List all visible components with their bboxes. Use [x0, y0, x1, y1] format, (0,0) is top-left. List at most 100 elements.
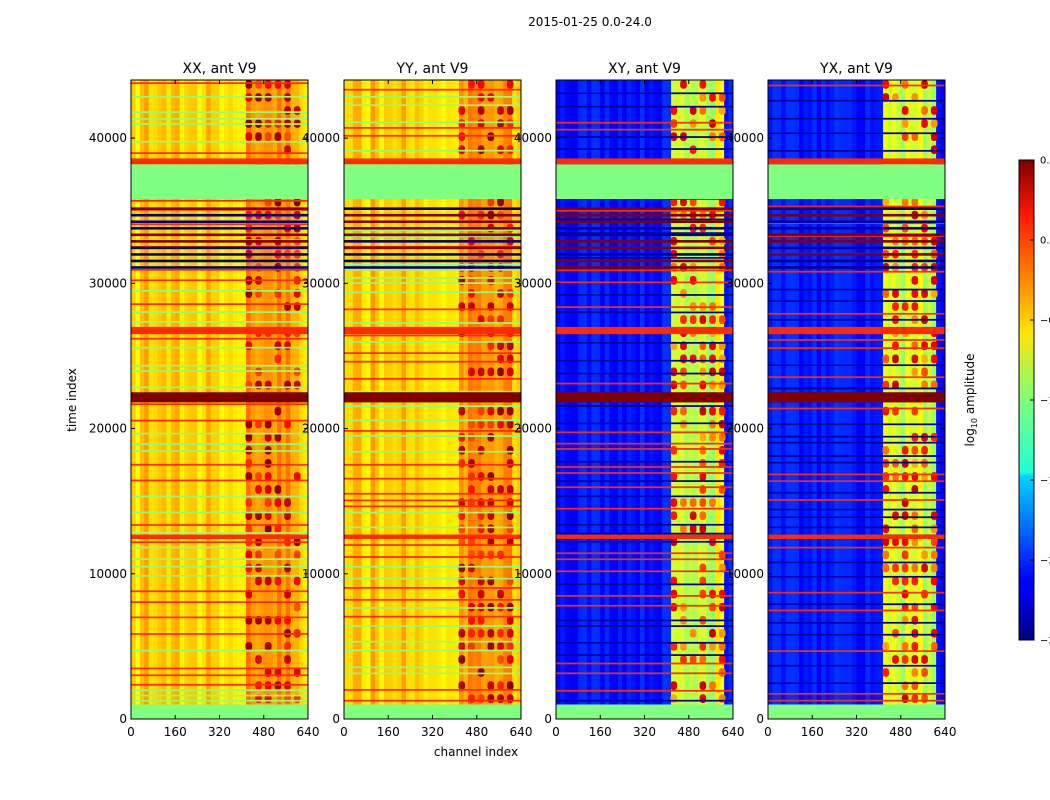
time-stripe — [131, 364, 308, 367]
time-stripe — [131, 266, 308, 269]
time-stripe — [768, 561, 945, 564]
rfi-blob — [680, 602, 687, 612]
rfi-blob — [293, 106, 301, 115]
rfi-blob — [892, 380, 899, 390]
time-stripe — [344, 430, 521, 432]
time-stripe — [131, 117, 308, 120]
time-stripe — [131, 479, 308, 482]
time-stripe — [556, 583, 733, 586]
rfi-blob — [699, 380, 707, 390]
time-stripe — [556, 259, 733, 263]
time-stripe — [344, 511, 521, 514]
rfi-blob — [882, 642, 890, 651]
time-stripe — [556, 486, 733, 489]
saturated-band — [131, 392, 308, 403]
y-tick-label: 0 — [119, 712, 127, 726]
time-stripe — [131, 601, 308, 603]
time-stripe — [131, 419, 308, 422]
time-stripe — [344, 282, 521, 285]
time-stripe — [556, 448, 733, 450]
rfi-blob — [487, 367, 495, 377]
rfi-blob — [458, 681, 466, 690]
rfi-blob — [487, 197, 495, 207]
rfi-blob — [680, 655, 687, 664]
time-stripe — [768, 240, 945, 243]
time-stripe — [344, 334, 521, 337]
time-stripe — [768, 499, 945, 501]
rfi-blob — [497, 197, 504, 207]
time-stripe — [344, 277, 521, 279]
rfi-blob — [709, 380, 716, 390]
panel-title: XX, ant V9 — [183, 61, 257, 77]
rfi-blob — [709, 432, 716, 442]
rfi-blob — [670, 106, 678, 115]
rfi-blob — [497, 628, 504, 638]
time-stripe — [556, 442, 733, 445]
rfi-blob — [506, 642, 514, 651]
rfi-blob — [709, 93, 716, 102]
time-stripe — [344, 419, 521, 422]
rfi-blob — [468, 459, 475, 468]
rfi-blob — [487, 341, 495, 351]
rfi-blob — [699, 367, 707, 377]
time-stripe — [556, 121, 733, 124]
time-stripe — [556, 246, 733, 250]
rfi-blob — [699, 576, 707, 586]
time-stripe — [131, 689, 308, 692]
rfi-blob — [699, 106, 707, 115]
time-stripe — [556, 460, 733, 463]
rfi-blob — [709, 498, 716, 507]
rfi-blob — [274, 80, 282, 89]
rfi-blob — [264, 576, 272, 586]
rfi-blob — [882, 537, 890, 547]
rfi-blob — [506, 681, 514, 690]
rfi-blob — [718, 655, 726, 664]
colorbar-tick-label: 0.0 — [1040, 236, 1050, 247]
rfi-blob — [709, 589, 716, 599]
time-stripe — [344, 672, 521, 675]
rfi-blob — [892, 576, 899, 586]
time-stripe — [556, 641, 733, 644]
rfi-blob — [245, 459, 253, 468]
time-stripe — [556, 552, 733, 555]
rfi-blob — [911, 642, 919, 651]
rfi-blob — [930, 119, 938, 128]
rfi-blob — [680, 367, 687, 377]
time-stripe — [131, 432, 308, 435]
time-stripe — [768, 664, 945, 667]
time-stripe — [556, 672, 733, 675]
time-stripe — [556, 341, 733, 344]
rfi-blob — [911, 445, 919, 455]
rfi-blob — [901, 302, 909, 311]
colorbar-tick-label: −1.0 — [1040, 396, 1050, 407]
colorbar-label-rest: amplitude — [963, 354, 977, 418]
time-stripe — [131, 207, 308, 210]
x-tick-label: 160 — [801, 725, 824, 739]
saturated-band — [556, 326, 733, 335]
time-stripe — [131, 370, 308, 372]
time-stripe — [768, 339, 945, 341]
time-stripe — [768, 455, 945, 457]
rfi-blob — [892, 511, 899, 521]
time-stripe — [344, 88, 521, 91]
time-stripe — [556, 232, 733, 234]
time-stripe — [556, 558, 733, 561]
rfi-blob — [921, 472, 928, 481]
rfi-blob — [930, 524, 938, 534]
time-stripe — [131, 565, 308, 568]
time-stripe — [556, 431, 733, 434]
rfi-blob — [458, 106, 466, 115]
rfi-blob — [901, 576, 909, 586]
rfi-blob — [930, 106, 938, 115]
time-stripe — [768, 207, 945, 210]
rfi-blob — [497, 289, 504, 298]
y-tick-label: 20000 — [726, 422, 764, 436]
time-stripe — [344, 463, 521, 466]
rfi-blob — [497, 119, 504, 128]
colorbar-tick-label: −2.0 — [1040, 556, 1050, 567]
saturated-band — [344, 534, 521, 539]
y-tick-label: 20000 — [302, 422, 340, 436]
x-tick-label: 480 — [889, 725, 912, 739]
time-stripe — [768, 233, 945, 237]
time-stripe — [131, 220, 308, 224]
